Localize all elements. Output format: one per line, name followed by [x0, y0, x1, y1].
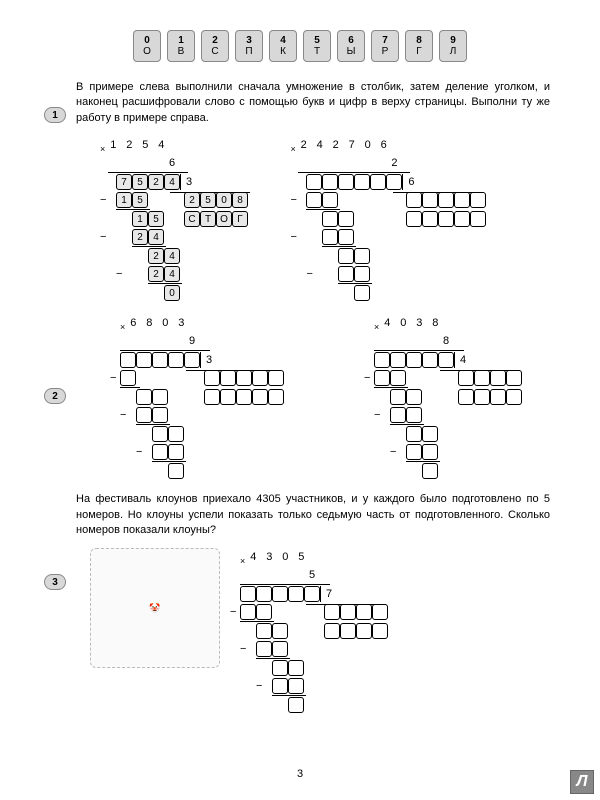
cipher-key: 7Р	[371, 30, 399, 62]
task2-problems: ×6803 9 3 − − − ×4038 8 4 − − −	[120, 314, 560, 480]
task1-text: В примере слева выполнили сначала умноже…	[76, 80, 550, 126]
corner-badge: Л	[570, 770, 594, 794]
task-badge-3: 3	[44, 574, 66, 590]
clown-illustration: 🤡	[90, 548, 220, 668]
cipher-key: 5Т	[303, 30, 331, 62]
cipher-key: 8Г	[405, 30, 433, 62]
cipher-key: 2С	[201, 30, 229, 62]
cipher-row: 0О 1В 2С 3П 4К 5Т 6Ы 7Р 8Г 9Л	[40, 30, 560, 62]
cipher-key: 6Ы	[337, 30, 365, 62]
task1-right: ×242706 2 6 − − −	[290, 136, 486, 302]
task3-work: ×4305 5 7 − − −	[240, 548, 388, 714]
cipher-key: 4К	[269, 30, 297, 62]
page-number: 3	[297, 768, 303, 780]
task1-problems: ×1254 6 75243 − 152508 15СТОГ − 24 24 − …	[100, 136, 560, 302]
task1-left: ×1254 6 75243 − 152508 15СТОГ − 24 24 − …	[100, 136, 250, 302]
cipher-key: 1В	[167, 30, 195, 62]
task-badge-2: 2	[44, 388, 66, 404]
cipher-key: 9Л	[439, 30, 467, 62]
cipher-key: 3П	[235, 30, 263, 62]
task2-right: ×4038 8 4 − − −	[374, 314, 522, 480]
cipher-key: 0О	[133, 30, 161, 62]
task3-text: На фестиваль клоунов приехало 4305 участ…	[76, 492, 550, 538]
task2-left: ×6803 9 3 − − −	[120, 314, 284, 480]
task-badge-1: 1	[44, 107, 66, 123]
task3-problems: 🤡 ×4305 5 7 − − −	[90, 548, 560, 714]
